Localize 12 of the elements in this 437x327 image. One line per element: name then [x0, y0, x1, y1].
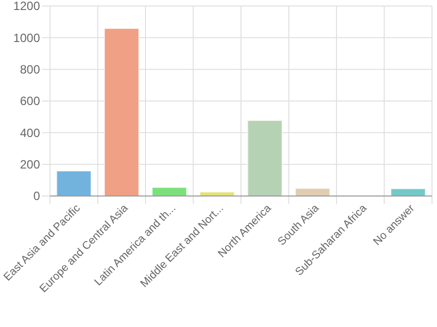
y-tick-label: 1000 [13, 30, 40, 45]
y-tick-label: 800 [20, 62, 40, 77]
bar [247, 120, 283, 196]
y-tick-label: 600 [20, 94, 40, 108]
bar [390, 188, 426, 196]
bar [104, 28, 140, 196]
y-tick-label: 1200 [13, 0, 40, 14]
bar [152, 186, 188, 196]
y-tick-label: 200 [20, 158, 40, 172]
y-tick-label: 0 [33, 189, 40, 204]
y-tick-label: 400 [20, 126, 40, 140]
bar [56, 170, 92, 196]
